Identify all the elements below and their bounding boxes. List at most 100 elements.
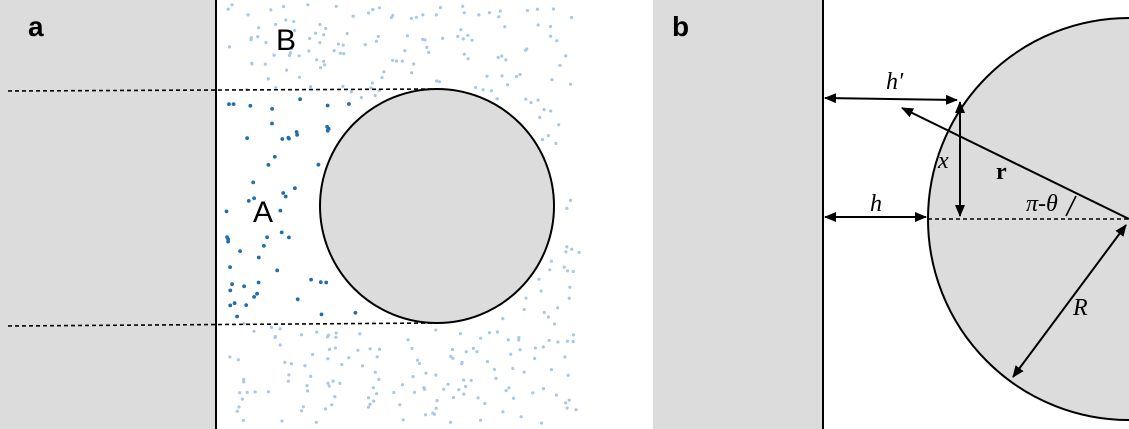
sparse-dot: [334, 4, 338, 8]
sparse-dot: [286, 379, 290, 383]
sparse-dot: [497, 15, 501, 19]
sparse-dot: [496, 55, 500, 60]
sparse-dot: [315, 330, 319, 334]
sparse-dot: [377, 6, 381, 10]
sparse-dot: [577, 250, 581, 254]
sparse-dot: [554, 393, 559, 397]
panel-b-label: b: [672, 11, 689, 42]
sparse-dot: [574, 408, 578, 412]
dense-dot: [278, 208, 283, 213]
sparse-dot: [280, 419, 284, 423]
sparse-dot: [463, 384, 468, 389]
sparse-dot: [331, 379, 335, 383]
sparse-dot: [451, 347, 455, 352]
angle-tick: [1065, 195, 1077, 217]
sparse-dot: [326, 333, 331, 337]
sparse-dot: [456, 34, 460, 39]
sparse-dot: [568, 285, 572, 289]
sparse-dot: [487, 331, 491, 335]
wall-a: [0, 0, 216, 429]
dense-dot: [324, 280, 329, 285]
sparse-dot: [241, 418, 245, 422]
sparse-dot: [540, 137, 545, 142]
dense-dot: [227, 102, 231, 106]
sparse-dot: [368, 347, 372, 351]
sparse-dot: [322, 33, 326, 37]
sparse-dot: [266, 77, 270, 81]
sparse-dot: [485, 74, 489, 78]
sparse-dot: [524, 97, 528, 101]
sparse-dot: [269, 8, 273, 12]
sparse-dot: [421, 13, 425, 17]
dense-dot: [283, 194, 288, 199]
sparse-dot: [333, 395, 337, 399]
sparse-dot: [500, 74, 504, 78]
sparse-dot: [375, 392, 379, 396]
sparse-dot: [511, 396, 516, 400]
dense-dot: [235, 314, 240, 319]
sparse-dot: [565, 206, 569, 210]
sparse-dot: [434, 406, 438, 410]
sparse-dot: [308, 36, 312, 41]
sparse-dot: [556, 340, 560, 344]
sparse-dot: [394, 59, 399, 63]
sparse-dot: [509, 352, 513, 356]
sparse-dot: [226, 7, 230, 11]
R-label: R: [1072, 295, 1088, 321]
sparse-dot: [274, 86, 278, 90]
sparse-dot: [483, 401, 487, 406]
region-b-label: B: [276, 24, 296, 57]
sparse-dot: [392, 390, 396, 395]
sparse-dot: [269, 325, 274, 329]
sparse-dot: [301, 405, 305, 409]
sparse-dot: [305, 389, 310, 393]
sparse-dot: [319, 66, 323, 70]
sparse-dot: [405, 34, 409, 38]
sparse-dot: [376, 34, 380, 39]
dense-dot: [238, 249, 243, 254]
sparse-dot: [498, 9, 502, 13]
sparse-dot: [494, 376, 498, 380]
sparse-dot: [422, 386, 426, 390]
dense-dot: [270, 107, 274, 111]
sparse-dot: [466, 33, 470, 37]
dense-dot: [325, 103, 330, 108]
dense-dot: [228, 265, 233, 269]
sparse-dot: [525, 8, 530, 13]
sparse-dot: [481, 88, 485, 92]
sparse-dot: [461, 37, 465, 41]
sparse-dot: [341, 84, 345, 88]
sparse-dot: [359, 95, 363, 100]
sparse-dot: [340, 362, 344, 367]
sparse-dot: [372, 399, 376, 403]
sparse-dot: [457, 388, 461, 392]
dense-dot: [295, 133, 299, 137]
dense-dot: [272, 154, 277, 159]
sparse-dot: [373, 94, 377, 98]
sparse-dot: [373, 370, 377, 374]
sparse-dot: [351, 14, 355, 18]
sparse-dot: [284, 18, 288, 22]
sparse-dot: [565, 245, 569, 249]
wall-b: [653, 0, 823, 429]
dense-dot: [232, 301, 237, 306]
sparse-dot: [249, 36, 253, 40]
sparse-dot: [565, 339, 570, 343]
sparse-dot: [228, 355, 232, 359]
sparse-dot: [278, 343, 282, 347]
dense-dot: [309, 277, 313, 282]
sparse-dot: [263, 62, 267, 66]
dashed-line-bottom: [7, 322, 438, 327]
dense-dot: [270, 121, 274, 126]
sparse-dot: [292, 20, 296, 24]
sparse-dot: [299, 333, 304, 337]
sparse-dot: [281, 4, 286, 9]
sparse-dot: [470, 38, 474, 42]
sparse-dot: [421, 37, 425, 42]
sparse-dot: [242, 380, 246, 384]
dense-dot: [255, 291, 259, 296]
dense-dot: [256, 255, 261, 260]
sparse-dot: [318, 22, 322, 27]
sparse-dot: [565, 406, 569, 410]
sparse-dot: [391, 58, 395, 62]
